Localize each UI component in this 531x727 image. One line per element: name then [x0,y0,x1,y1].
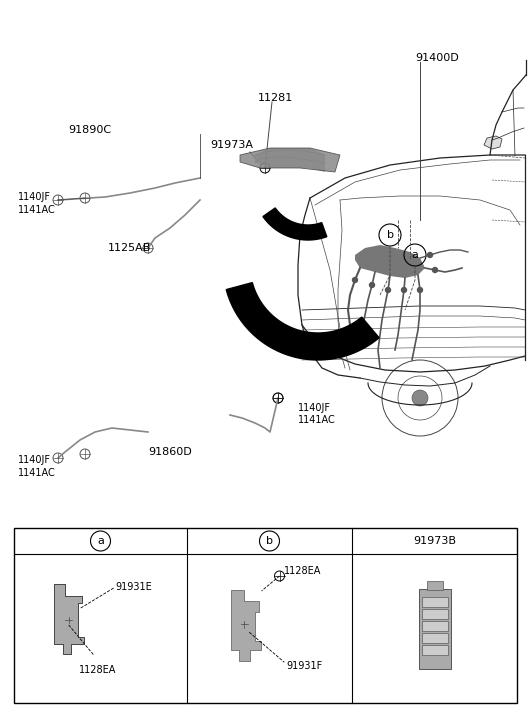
Circle shape [386,287,390,292]
Text: 1140JF: 1140JF [18,192,51,202]
Text: 91890C: 91890C [68,125,111,135]
Circle shape [240,620,249,629]
Polygon shape [263,208,327,240]
Text: b: b [387,230,393,240]
Circle shape [412,390,428,406]
Text: 1140JF: 1140JF [298,403,331,413]
Circle shape [433,268,438,273]
Bar [418,588,450,669]
Circle shape [370,283,374,287]
Text: 1125AB: 1125AB [108,243,151,253]
Circle shape [417,287,423,292]
Text: 1128EA: 1128EA [284,566,321,576]
Polygon shape [230,590,261,661]
Bar [422,596,448,606]
Circle shape [64,616,73,624]
Text: 91973A: 91973A [210,140,253,150]
Text: b: b [266,536,273,546]
Bar [14,528,517,703]
Text: 91973B: 91973B [413,536,456,546]
Polygon shape [484,136,502,149]
Text: 91400D: 91400D [415,53,459,63]
Text: 1141AC: 1141AC [298,415,336,425]
Bar [422,632,448,643]
Polygon shape [226,283,379,360]
Bar [426,580,442,590]
Text: 91931F: 91931F [286,662,322,671]
Circle shape [401,287,407,292]
Text: 1141AC: 1141AC [18,468,56,478]
Bar [422,645,448,654]
Text: 1128EA: 1128EA [79,665,116,675]
Polygon shape [255,148,325,172]
Circle shape [427,252,433,257]
Polygon shape [54,585,84,654]
Polygon shape [240,148,340,172]
Text: 91860D: 91860D [148,447,192,457]
Polygon shape [355,245,425,278]
Bar [422,621,448,630]
Text: 1140JF: 1140JF [18,455,51,465]
Text: a: a [412,250,418,260]
Text: 1141AC: 1141AC [18,205,56,215]
Text: 11281: 11281 [258,93,293,103]
Text: 91931E: 91931E [116,582,152,592]
Bar [422,608,448,619]
Text: a: a [97,536,104,546]
Circle shape [353,278,357,283]
